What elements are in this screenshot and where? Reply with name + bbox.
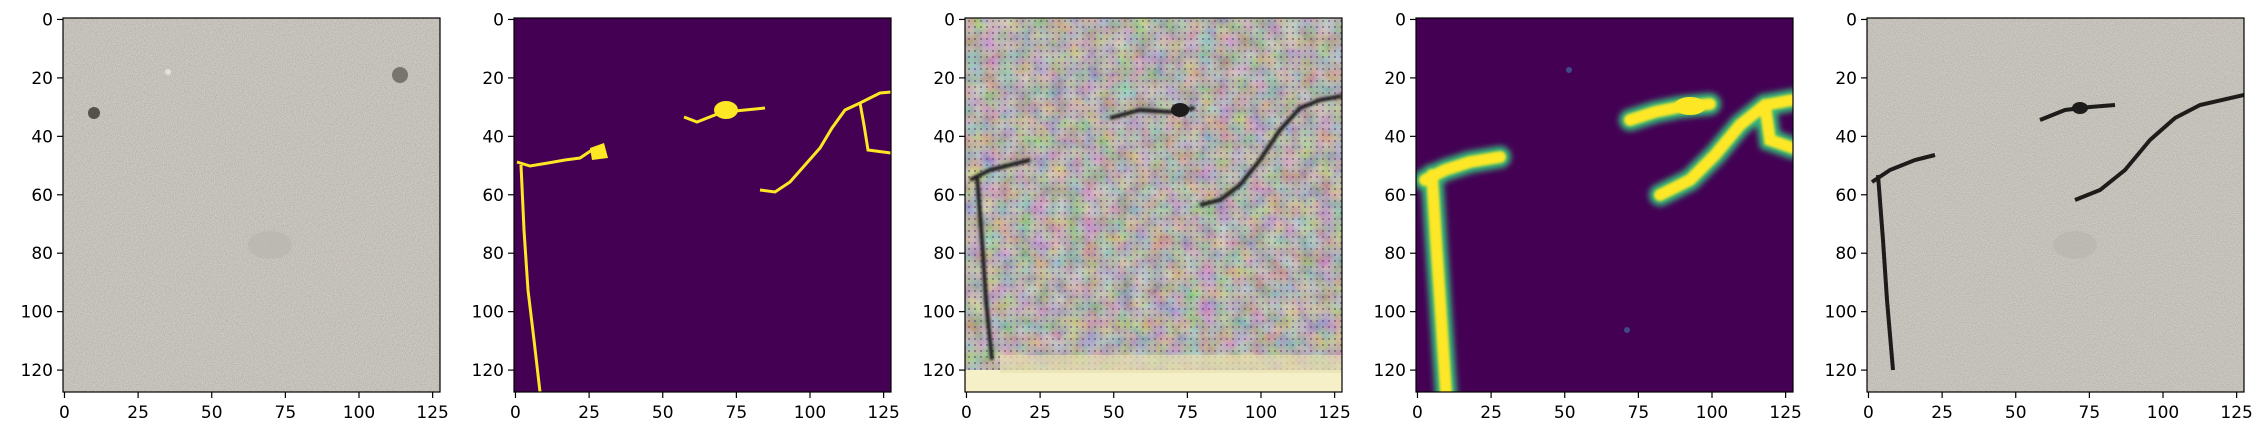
y-tick-label: 60 (933, 186, 955, 206)
y-tick-label: 40 (482, 127, 504, 147)
x-tick-label: 25 (1480, 403, 1502, 423)
y-tick-label: 100 (472, 303, 504, 323)
y-tick-label: 0 (1395, 10, 1406, 30)
y-tick-label: 120 (1374, 361, 1406, 381)
y-tick-label: 80 (1835, 244, 1857, 264)
y-tick-label: 40 (1835, 127, 1857, 147)
y-tick-label: 80 (1384, 244, 1406, 264)
y-tick-label: 100 (21, 303, 53, 323)
y-tick-label: 20 (1835, 69, 1857, 89)
y-tick-label: 20 (482, 69, 504, 89)
x-tick-label: 100 (343, 403, 375, 423)
y-tick-label: 120 (923, 361, 955, 381)
x-tick-label: 0 (961, 403, 972, 423)
y-tick-label: 40 (1384, 127, 1406, 147)
axes-frame (513, 17, 892, 393)
x-tick-label: 25 (1029, 403, 1051, 423)
y-tick-label: 40 (933, 127, 955, 147)
panel-5 (1867, 18, 2244, 392)
panel-2-image (514, 18, 891, 392)
panel-4 (1416, 18, 1793, 392)
y-tick-label: 120 (1825, 361, 1857, 381)
x-tick-label: 100 (1696, 403, 1728, 423)
x-tick-label: 125 (416, 403, 448, 423)
x-tick-label: 50 (1103, 403, 1125, 423)
x-tick-label: 25 (127, 403, 149, 423)
x-tick-label: 0 (510, 403, 521, 423)
panel-4-axes: 0 25 50 75 100 125 0 20 40 60 80 100 120 (1374, 10, 1802, 423)
x-tick-label: 0 (59, 403, 70, 423)
y-tick-label: 0 (42, 10, 53, 30)
y-tick-label: 0 (944, 10, 955, 30)
y-tick-label: 120 (21, 361, 53, 381)
x-tick-label: 75 (275, 403, 297, 423)
y-tick-label: 0 (1846, 10, 1857, 30)
y-tick-label: 60 (31, 186, 53, 206)
y-tick-label: 100 (923, 303, 955, 323)
x-tick-label: 100 (2147, 403, 2179, 423)
y-tick-label: 80 (933, 244, 955, 264)
panel-3-axes: 0 25 50 75 100 125 0 20 40 60 80 100 120 (923, 10, 1351, 423)
x-tick-label: 75 (726, 403, 748, 423)
x-tick-label: 50 (201, 403, 223, 423)
x-tick-label: 125 (1318, 403, 1350, 423)
y-tick-label: 60 (482, 186, 504, 206)
x-tick-label: 50 (652, 403, 674, 423)
panel-2-axes: 0 25 50 75 100 125 0 20 40 60 80 100 120 (472, 10, 900, 423)
axes-frame (1415, 17, 1794, 393)
y-tick-label: 80 (31, 244, 53, 264)
panel-2 (514, 18, 891, 392)
x-tick-label: 125 (1769, 403, 1801, 423)
x-tick-label: 25 (578, 403, 600, 423)
x-tick-label: 50 (2005, 403, 2027, 423)
y-tick-label: 40 (31, 127, 53, 147)
y-tick-label: 80 (482, 244, 504, 264)
y-tick-label: 120 (472, 361, 504, 381)
x-tick-label: 25 (1931, 403, 1953, 423)
y-tick-label: 20 (31, 69, 53, 89)
panel-1-axes: 0 25 50 75 100 125 0 20 40 60 80 100 120 (21, 10, 449, 423)
y-tick-label: 100 (1374, 303, 1406, 323)
axes-layer: 0 25 50 75 100 125 0 20 40 60 80 100 120 0 25 50 75 100 12… (21, 10, 2253, 423)
axes-frame (964, 17, 1343, 393)
panel-5-axes: 0 25 50 75 100 125 0 20 40 60 80 100 120 (1825, 10, 2253, 423)
panel-4-image (1416, 18, 1793, 392)
x-tick-label: 125 (2220, 403, 2252, 423)
x-tick-label: 75 (2079, 403, 2101, 423)
y-tick-label: 20 (1384, 69, 1406, 89)
y-tick-label: 100 (1825, 303, 1857, 323)
x-tick-label: 100 (794, 403, 826, 423)
x-tick-label: 75 (1177, 403, 1199, 423)
axes-frame (1866, 17, 2245, 393)
x-tick-label: 0 (1863, 403, 1874, 423)
panel-1 (63, 18, 440, 392)
x-tick-label: 50 (1554, 403, 1576, 423)
x-tick-label: 0 (1412, 403, 1423, 423)
y-tick-label: 60 (1384, 186, 1406, 206)
y-tick-label: 60 (1835, 186, 1857, 206)
x-tick-label: 75 (1628, 403, 1650, 423)
x-tick-label: 125 (867, 403, 899, 423)
axes-frame (62, 17, 441, 393)
y-tick-label: 20 (933, 69, 955, 89)
panel-3 (965, 18, 1342, 392)
y-tick-label: 0 (493, 10, 504, 30)
x-tick-label: 100 (1245, 403, 1277, 423)
